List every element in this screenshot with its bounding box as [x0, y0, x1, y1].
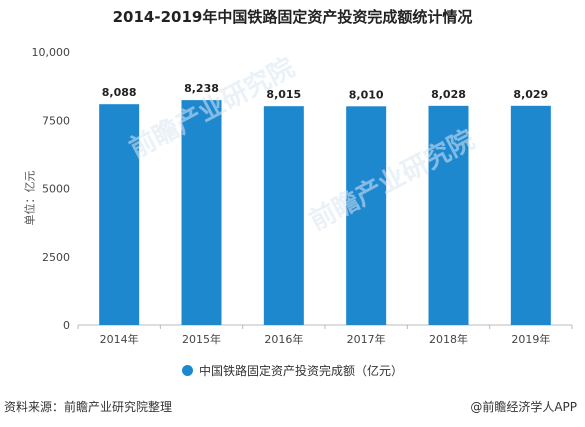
y-tick-label: 7500 [42, 114, 70, 127]
x-tick-label: 2019年 [511, 332, 550, 346]
y-tick-label: 10,000 [32, 46, 71, 59]
x-tick-label: 2014年 [100, 332, 139, 346]
data-label: 8,015 [266, 88, 301, 101]
data-label: 8,028 [431, 88, 466, 101]
legend: 中国铁路固定资产投资完成额（亿元） [0, 362, 585, 379]
y-axis-label: 单位：亿元 [23, 170, 37, 226]
credit-note: @前瞻经济学人APP [470, 400, 577, 414]
data-label: 8,010 [349, 88, 384, 101]
x-tick-label: 2018年 [429, 332, 468, 346]
x-tick-label: 2016年 [264, 332, 303, 346]
bar [510, 105, 551, 326]
bar [99, 104, 140, 325]
chart-title: 2014-2019年中国铁路固定资产投资完成额统计情况 [112, 8, 473, 26]
source-note: 资料来源：前瞻产业研究院整理 [4, 400, 173, 414]
bar [181, 100, 222, 325]
x-tick-label: 2015年 [182, 332, 221, 346]
data-label: 8,238 [184, 82, 219, 95]
data-label: 8,088 [102, 86, 137, 99]
x-tick-label: 2017年 [347, 332, 386, 346]
y-tick-label: 2500 [42, 251, 70, 264]
y-tick-label: 5000 [42, 183, 70, 196]
legend-swatch [181, 365, 193, 376]
data-label: 8,029 [513, 88, 548, 101]
bar [346, 106, 387, 326]
legend-label: 中国铁路固定资产投资完成额（亿元） [198, 364, 403, 378]
y-tick-label: 0 [63, 319, 70, 332]
bar [263, 106, 304, 326]
bar [428, 105, 469, 325]
